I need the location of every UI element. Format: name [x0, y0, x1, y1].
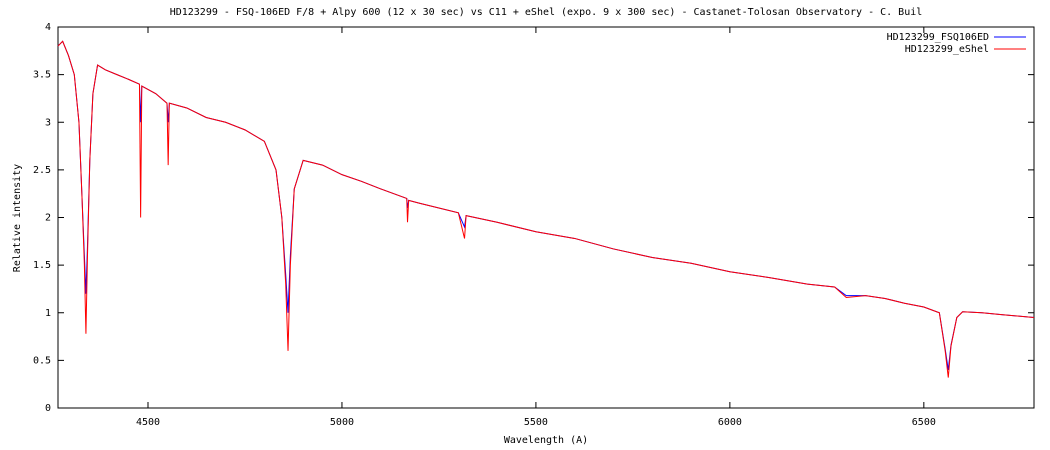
y-axis-label: Relative intensity: [12, 164, 23, 272]
chart-title: HD123299 - FSQ-106ED F/8 + Alpy 600 (12 …: [170, 7, 923, 18]
y-tick-label: 0.5: [33, 355, 51, 366]
legend-label: HD123299_FSQ106ED: [887, 32, 989, 43]
plot-frame: [57, 26, 1035, 409]
y-tick-label: 1: [45, 308, 51, 319]
series-line: [57, 40, 1035, 378]
y-tick-label: 3: [45, 117, 51, 128]
x-tick-label: 4500: [136, 417, 160, 428]
series-line: [57, 40, 1035, 370]
x-tick-label: 5500: [524, 417, 548, 428]
y-tick-label: 2.5: [33, 165, 51, 176]
x-tick-label: 6500: [912, 417, 936, 428]
x-axis-label: Wavelength (A): [504, 435, 588, 446]
x-tick-label: 5000: [330, 417, 354, 428]
y-tick-label: 0: [45, 403, 51, 414]
y-tick-label: 4: [45, 22, 51, 33]
x-tick-label: 6000: [718, 417, 742, 428]
legend-label: HD123299_eShel: [905, 44, 989, 55]
y-tick-label: 3.5: [33, 70, 51, 81]
y-tick-label: 1.5: [33, 260, 51, 271]
y-tick-label: 2: [45, 213, 51, 224]
